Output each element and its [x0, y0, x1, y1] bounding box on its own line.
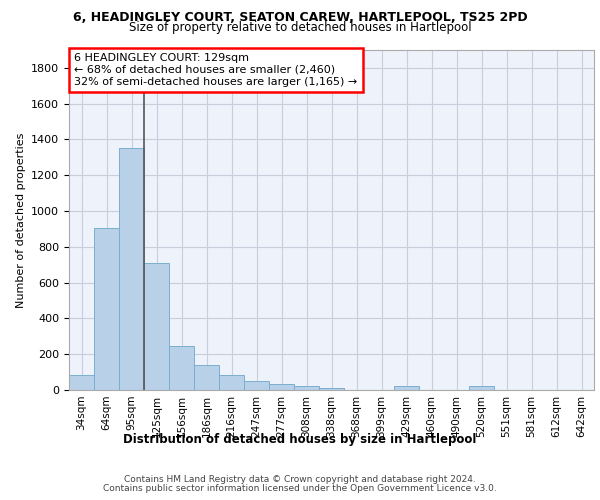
Y-axis label: Number of detached properties: Number of detached properties	[16, 132, 26, 308]
Bar	[244, 381, 269, 390]
Text: Contains HM Land Registry data © Crown copyright and database right 2024.: Contains HM Land Registry data © Crown c…	[124, 475, 476, 484]
Text: Size of property relative to detached houses in Hartlepool: Size of property relative to detached ho…	[128, 22, 472, 35]
Bar	[119, 148, 144, 390]
Text: Contains public sector information licensed under the Open Government Licence v3: Contains public sector information licen…	[103, 484, 497, 493]
Bar	[394, 386, 419, 390]
Bar	[219, 375, 244, 390]
Bar	[69, 376, 94, 390]
Bar	[469, 386, 494, 390]
Bar	[169, 346, 194, 390]
Text: 6 HEADINGLEY COURT: 129sqm
← 68% of detached houses are smaller (2,460)
32% of s: 6 HEADINGLEY COURT: 129sqm ← 68% of deta…	[74, 54, 358, 86]
Bar	[194, 366, 219, 390]
Bar	[269, 384, 294, 390]
Text: 6, HEADINGLEY COURT, SEATON CAREW, HARTLEPOOL, TS25 2PD: 6, HEADINGLEY COURT, SEATON CAREW, HARTL…	[73, 11, 527, 24]
Bar	[144, 263, 169, 390]
Bar	[319, 388, 344, 390]
Bar	[294, 386, 319, 390]
Text: Distribution of detached houses by size in Hartlepool: Distribution of detached houses by size …	[124, 432, 476, 446]
Bar	[94, 228, 119, 390]
